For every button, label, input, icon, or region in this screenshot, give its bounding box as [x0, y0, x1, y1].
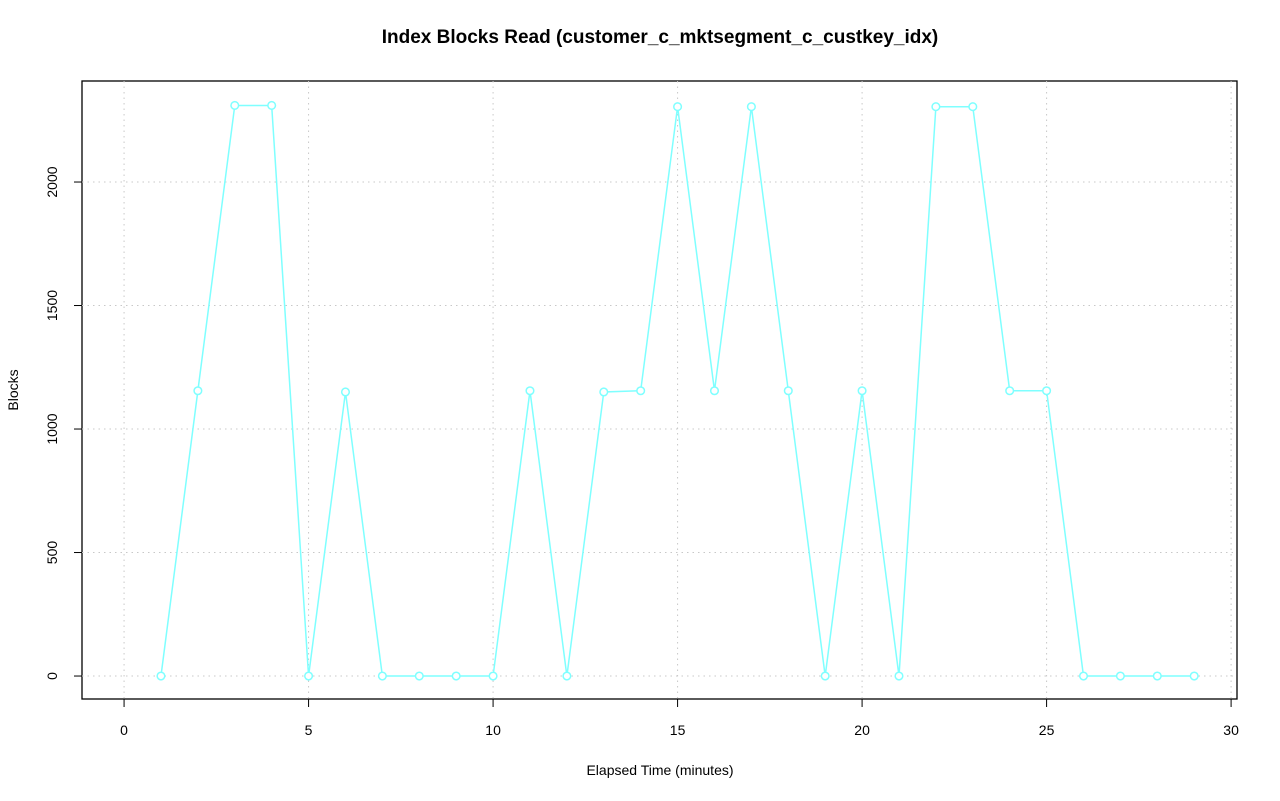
data-point [931, 102, 941, 112]
data-point [525, 386, 535, 396]
data-point [488, 671, 498, 681]
data-point [267, 100, 277, 111]
data-point [783, 386, 793, 396]
data-point [968, 102, 978, 112]
data-point [451, 671, 461, 681]
data-point [1005, 386, 1015, 396]
y-tick-label: 1500 [44, 290, 60, 321]
y-tick-label: 1000 [44, 413, 60, 444]
data-point [1078, 671, 1089, 681]
data-point [857, 386, 867, 396]
data-point [709, 386, 720, 396]
data-point [820, 671, 830, 681]
x-axis-label: Elapsed Time (minutes) [586, 762, 733, 778]
y-tick-label: 0 [44, 672, 60, 680]
data-point [673, 102, 683, 112]
data-point [304, 671, 314, 681]
data-point [1042, 386, 1052, 396]
x-tick-label: 0 [120, 722, 128, 738]
y-tick-label: 2000 [44, 166, 60, 197]
plot-frame [81, 80, 1238, 700]
chart-title: Index Blocks Read (customer_c_mktsegment… [382, 27, 939, 48]
data-point [746, 102, 756, 112]
data-point [193, 386, 203, 396]
x-tick-label: 5 [305, 722, 313, 738]
data-point [599, 387, 609, 397]
data-point [340, 387, 351, 397]
data-point [636, 386, 646, 396]
data-point [414, 671, 424, 681]
data-point [1152, 671, 1162, 681]
data-point [1115, 671, 1125, 681]
x-tick-label: 10 [485, 722, 501, 738]
y-axis-label: Blocks [5, 369, 21, 410]
data-point [894, 671, 904, 681]
x-tick-label: 20 [854, 722, 870, 738]
data-point [230, 100, 240, 111]
data-point [1189, 671, 1199, 681]
data-point [156, 671, 166, 681]
x-tick-label: 25 [1039, 722, 1055, 738]
x-tick-label: 30 [1223, 722, 1239, 738]
data-point [562, 671, 572, 681]
y-tick-label: 500 [44, 541, 60, 565]
data-point [377, 671, 387, 681]
x-tick-label: 15 [670, 722, 686, 738]
